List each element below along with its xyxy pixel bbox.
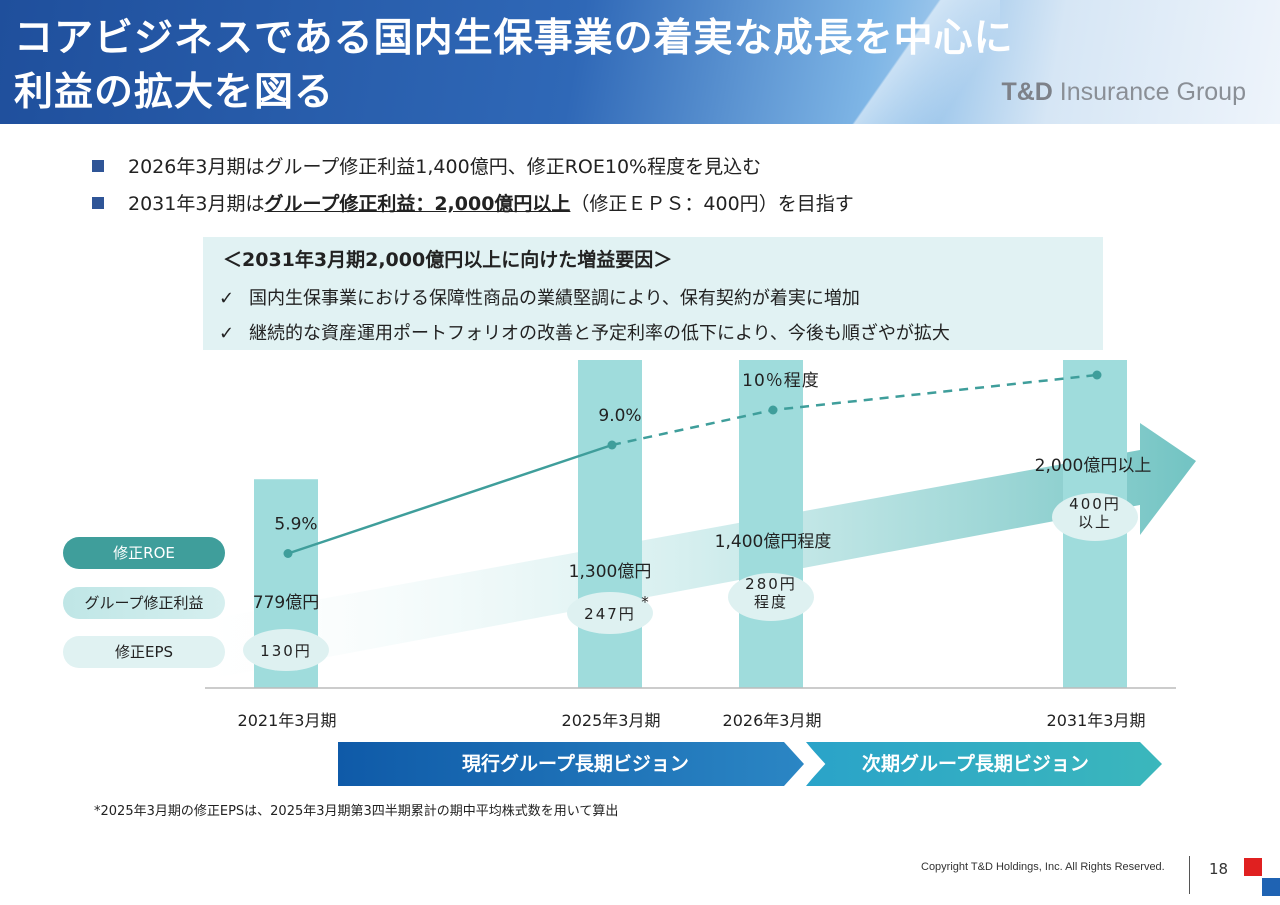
eps-data-label: 130円 [260, 642, 312, 660]
roe-point [768, 405, 778, 415]
current-vision-bar [338, 742, 804, 786]
next-vision-bar [804, 742, 1162, 786]
x-tick-label: 2021年3月期 [238, 711, 337, 730]
bar-profit [739, 360, 803, 688]
x-tick-label: 2026年3月期 [723, 711, 822, 730]
legend-pill-eps: 修正EPS [63, 636, 225, 668]
roe-line-projected [611, 373, 1098, 447]
roe-point [607, 440, 617, 450]
eps-data-label: 247円 [584, 605, 636, 623]
bullet-text: 2026年3月期はグループ修正利益1,400億円、修正ROE10%程度を見込む [128, 156, 762, 178]
factor-text: 国内生保事業における保障性商品の業績堅調により、保有契約が着実に増加 [249, 288, 860, 309]
footer-divider [1189, 856, 1190, 894]
footnote: *2025年3月期の修正EPSは、2025年3月期第3四半期累計の期中平均株式数… [94, 804, 619, 819]
bullet-item-2: 2031年3月期はグループ修正利益：2,000億円以上（修正ＥＰＳ：400円）を… [92, 189, 854, 216]
x-tick-label: 2025年3月期 [562, 711, 661, 730]
bullet-text: 2031年3月期は [128, 193, 265, 215]
bullet-text-post: （修正ＥＰＳ：400円）を目指す [570, 193, 854, 215]
eps-ellipse [728, 573, 814, 621]
header-decoration [840, 0, 1000, 124]
legend-pill-roe: 修正ROE [63, 537, 225, 569]
roe-data-label: 9.0% [598, 406, 641, 426]
profit-data-label: 779億円 [253, 593, 319, 613]
current-vision-label: 現行グループ長期ビジョン [462, 753, 689, 775]
growth-arrow [205, 423, 1196, 680]
copyright: Copyright T&D Holdings, Inc. All Rights … [921, 861, 1165, 873]
eps-ellipse [1052, 493, 1138, 541]
roe-data-label: 10％程度 [742, 371, 820, 391]
header-banner: コアビジネスである国内生保事業の着実な成長を中心に 利益の拡大を図る T&D I… [0, 0, 1280, 124]
growth-factors-box: ＜2031年3月期2,000億円以上に向けた増益要因＞ ✓ 国内生保事業における保… [203, 237, 1103, 350]
roe-line-actual [287, 443, 613, 555]
logo-brand: T&D [1001, 78, 1053, 106]
eps-footnote-mark: * [641, 593, 649, 611]
profit-data-label: 1,400億円程度 [715, 532, 832, 552]
bullet-square-icon [92, 159, 104, 172]
check-icon: ✓ [219, 323, 235, 344]
bullet-square-icon [92, 196, 104, 209]
roe-point [283, 549, 293, 558]
page-number: 18 [1209, 860, 1229, 878]
bullet-item-1: 2026年3月期はグループ修正利益1,400億円、修正ROE10%程度を見込む [92, 152, 761, 179]
eps-ellipse [567, 592, 653, 634]
factor-item-1: ✓ 国内生保事業における保障性商品の業績堅調により、保有契約が着実に増加 [219, 284, 860, 310]
bullet-emphasis: グループ修正利益：2,000億円以上 [264, 193, 571, 215]
roe-point [1092, 370, 1102, 380]
eps-ellipse [243, 629, 329, 671]
profit-data-label: 2,000億円以上 [1035, 456, 1152, 476]
factor-item-2: ✓ 継続的な資産運用ポートフォリオの改善と予定利率の低下により、今後も順ざやが拡大 [219, 319, 950, 345]
legend-pill-profit: グループ修正利益 [63, 587, 225, 619]
next-vision-label: 次期グループ長期ビジョン [862, 753, 1089, 775]
eps-data-label: 程度 [754, 593, 788, 611]
check-icon: ✓ [219, 288, 235, 309]
roe-data-label: 5.9% [274, 515, 317, 535]
box-title: ＜2031年3月期2,000億円以上に向けた増益要因＞ [223, 249, 673, 271]
eps-data-label: 280円 [745, 575, 797, 593]
blue-square-icon [1262, 878, 1280, 896]
company-logo: T&D Insurance Group [1001, 78, 1246, 107]
eps-data-label: 以上 [1078, 513, 1112, 531]
red-square-icon [1244, 858, 1262, 876]
page-title: コアビジネスである国内生保事業の着実な成長を中心に 利益の拡大を図る [14, 16, 1014, 115]
profit-roe-eps-chart: 2021年3月期 2025年3月期 2026年3月期 2031年3月期 5.9% 9.0… [205, 360, 1196, 730]
logo-text: Insurance Group [1052, 78, 1246, 106]
factor-text: 継続的な資産運用ポートフォリオの改善と予定利率の低下により、今後も順ざやが拡大 [249, 323, 950, 344]
eps-data-label: 400円 [1069, 495, 1121, 513]
profit-data-label: 1,300億円 [569, 562, 652, 582]
x-tick-label: 2031年3月期 [1047, 711, 1146, 730]
